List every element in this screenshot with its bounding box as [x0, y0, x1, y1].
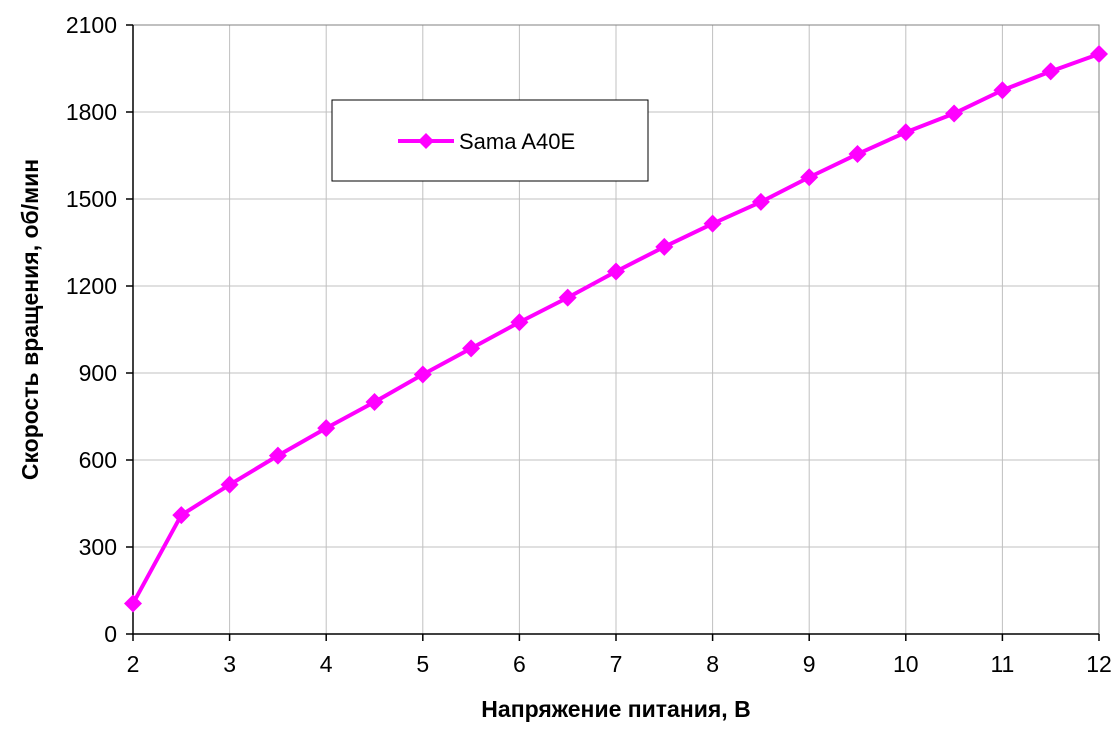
x-tick-label: 3 [223, 651, 236, 677]
y-tick-label: 1200 [66, 273, 117, 299]
x-tick-label: 11 [990, 651, 1014, 677]
data-point-marker [655, 237, 674, 256]
y-axis-title: Скорость вращения, об/мин [17, 159, 43, 480]
legend: Sama A40E [331, 99, 649, 182]
y-tick-labels: 0 300 600 900 1200 1500 1800 2100 [66, 12, 117, 647]
data-point-marker [413, 365, 432, 384]
data-point-marker [124, 594, 142, 613]
data-point-marker [558, 288, 577, 307]
legend-box [331, 99, 649, 182]
x-tick-label: 8 [706, 651, 719, 677]
axes [126, 24, 1100, 641]
data-point-marker [172, 506, 191, 525]
x-tick-label: 10 [893, 651, 919, 677]
data-point-marker [607, 262, 625, 281]
series-layer [124, 45, 1108, 613]
y-tick-label: 2100 [66, 12, 117, 38]
data-point-marker [365, 393, 384, 411]
x-tick-label: 2 [127, 651, 140, 677]
y-tick-label: 600 [79, 447, 117, 473]
data-point-marker [1090, 45, 1108, 63]
legend-diamond-marker [418, 133, 434, 149]
x-axis-title: Напряжение питания, В [481, 696, 750, 722]
x-tick-label: 12 [1086, 651, 1112, 677]
data-point-marker [896, 123, 915, 142]
data-point-marker [993, 81, 1012, 100]
x-tick-label: 7 [610, 651, 623, 677]
x-tick-label: 9 [803, 651, 816, 677]
y-tick-label: 1800 [66, 99, 117, 125]
x-tick-labels: 2 3 4 5 6 7 8 9 10 11 12 [127, 651, 1112, 677]
legend-label: Sama A40E [459, 129, 575, 154]
data-point-marker [751, 192, 770, 211]
x-tick-label: 6 [513, 651, 526, 677]
data-point-marker [220, 475, 239, 494]
data-point-marker [800, 168, 819, 187]
y-tick-label: 900 [79, 360, 117, 386]
data-point-marker [268, 446, 287, 465]
y-tick-label: 0 [104, 621, 117, 647]
data-point-marker [317, 419, 336, 438]
y-tick-label: 1500 [66, 186, 117, 212]
y-tick-label: 300 [79, 534, 117, 560]
data-point-marker [510, 313, 529, 332]
x-tick-label: 5 [416, 651, 429, 677]
data-point-marker [703, 214, 722, 233]
x-tick-label: 4 [320, 651, 333, 677]
data-point-marker [462, 339, 481, 358]
data-point-marker [848, 145, 867, 164]
data-point-marker [945, 104, 964, 123]
data-point-marker [1041, 62, 1060, 81]
